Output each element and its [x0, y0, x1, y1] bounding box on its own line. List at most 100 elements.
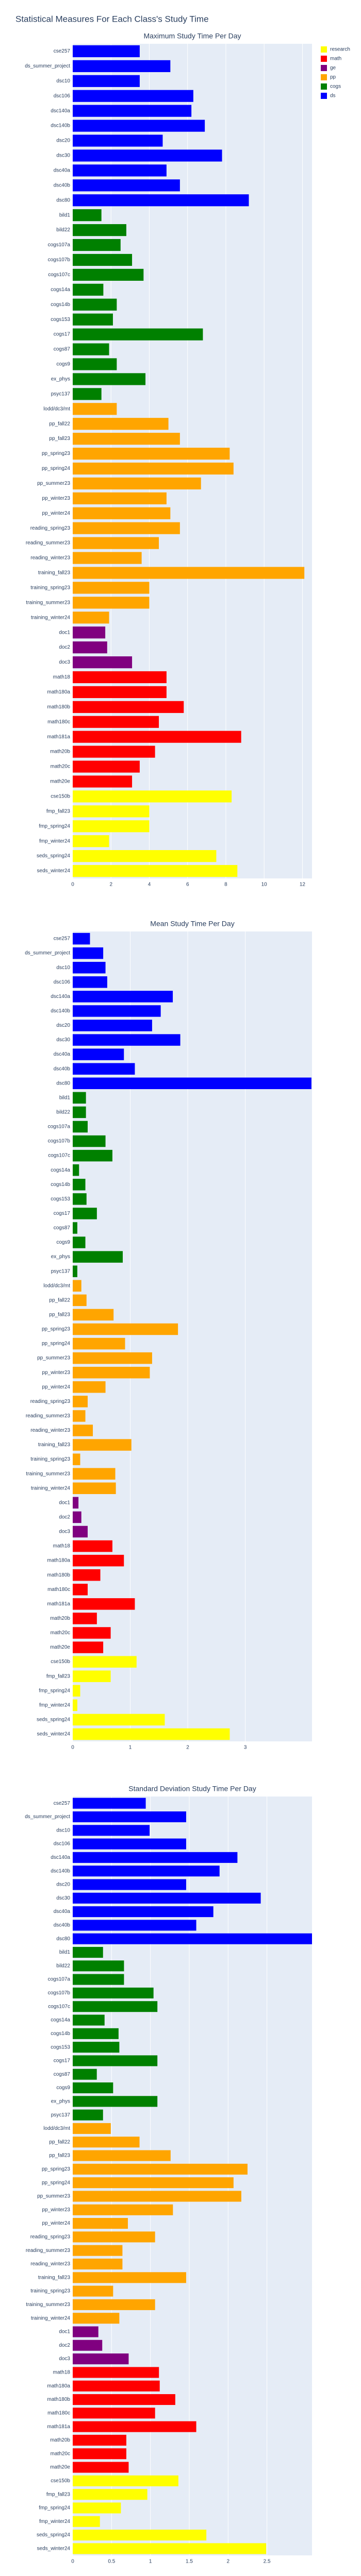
- y-tick-label: cogs14b: [51, 2031, 70, 2037]
- bar: [73, 2204, 173, 2215]
- y-tick-label: math180c: [47, 719, 70, 725]
- bar: [73, 567, 305, 579]
- bar: [73, 2530, 207, 2541]
- y-tick-label: training_winter24: [31, 1485, 71, 1491]
- y-tick-label: training_fall23: [38, 2275, 71, 2280]
- y-tick-label: pp_fall23: [49, 436, 70, 442]
- x-tick-label: 2: [109, 882, 112, 888]
- y-tick-label: cogs153: [51, 317, 70, 323]
- bar: [73, 626, 106, 639]
- x-tick-label: 1.5: [186, 2559, 193, 2565]
- bar: [73, 388, 102, 400]
- bar: [73, 612, 109, 624]
- bar: [73, 2177, 234, 2189]
- bar: [73, 1034, 180, 1046]
- bar: [73, 1598, 135, 1610]
- bar: [73, 1906, 214, 1918]
- bar: [73, 1179, 86, 1191]
- y-tick-label: cogs14b: [51, 1182, 70, 1188]
- bar: [73, 194, 249, 207]
- bar: [73, 582, 150, 594]
- legend-label: ds: [330, 93, 336, 99]
- y-tick-label: dsc30: [56, 1895, 70, 1901]
- x-tick-label: 1: [129, 1745, 132, 1751]
- bar: [73, 1825, 150, 1836]
- y-tick-label: seds_spring24: [37, 853, 70, 859]
- y-tick-label: doc1: [59, 630, 70, 635]
- bar: [73, 2191, 241, 2202]
- bar: [73, 933, 90, 945]
- bar: [73, 1410, 86, 1422]
- bar: [73, 2150, 171, 2161]
- y-tick-label: bild1: [59, 1095, 71, 1100]
- y-tick-label: cogs17: [54, 332, 71, 337]
- y-tick-label: dsc80: [56, 1936, 70, 1942]
- bar: [73, 239, 121, 251]
- y-tick-label: pp_spring24: [42, 466, 70, 471]
- bar: [73, 2163, 248, 2175]
- y-tick-label: math181a: [47, 2424, 71, 2430]
- chart-title: Maximum Study Time Per Day: [143, 32, 241, 40]
- bar: [73, 775, 133, 788]
- bar: [73, 1468, 116, 1480]
- y-tick-label: doc1: [59, 1500, 70, 1505]
- y-tick-label: cogs14a: [51, 2018, 70, 2023]
- bar: [73, 1164, 79, 1176]
- bar: [73, 2408, 155, 2419]
- bar: [73, 209, 102, 222]
- bar: [73, 2028, 119, 2039]
- y-tick-label: math18: [53, 674, 71, 680]
- bar: [73, 224, 126, 236]
- y-tick-label: fmp_winter24: [39, 2519, 70, 2524]
- bar: [73, 2421, 196, 2432]
- bar: [73, 1352, 152, 1364]
- y-tick-label: seds_winter24: [37, 2546, 71, 2551]
- y-tick-label: training_fall23: [38, 1442, 71, 1448]
- x-tick-label: 1: [149, 2559, 152, 2565]
- bar: [73, 179, 180, 192]
- chart-title: Standard Deviation Study Time Per Day: [128, 1785, 256, 1793]
- y-tick-label: dsc10: [56, 1827, 70, 1833]
- bar: [73, 90, 193, 102]
- bar: [73, 2448, 126, 2460]
- y-tick-label: dsc106: [54, 93, 71, 99]
- y-tick-label: reading_winter23: [30, 1428, 70, 1433]
- y-tick-label: fmp_spring24: [39, 1688, 70, 1693]
- bar: [73, 2394, 175, 2405]
- x-tick-label: 0: [71, 882, 74, 888]
- y-tick-label: pp_winter23: [42, 496, 71, 501]
- bar: [73, 2299, 155, 2310]
- bar: [73, 2543, 267, 2554]
- bar: [73, 656, 133, 669]
- legend-label: ge: [330, 65, 336, 71]
- y-tick-label: ex_phys: [51, 2098, 70, 2104]
- bar: [73, 2258, 123, 2269]
- y-tick-label: cogs107a: [48, 1977, 71, 1982]
- bar: [73, 671, 167, 684]
- y-tick-label: lodd/dc3/mt: [43, 406, 70, 412]
- x-tick-label: 12: [300, 882, 306, 888]
- bar: [73, 745, 155, 758]
- bar: [73, 358, 117, 370]
- bar: [73, 820, 150, 833]
- bar: [73, 522, 180, 534]
- y-tick-label: psyc137: [51, 2112, 71, 2118]
- bar: [73, 2082, 113, 2094]
- bar: [73, 2313, 120, 2324]
- bar: [73, 298, 117, 311]
- y-tick-label: training_summer23: [26, 2302, 70, 2308]
- bar: [73, 2272, 186, 2283]
- y-tick-label: cogs17: [54, 2058, 71, 2064]
- y-tick-label: math20e: [50, 1645, 70, 1650]
- bar: [73, 283, 104, 296]
- legend-label: cogs: [330, 84, 341, 90]
- bar: [73, 1280, 81, 1292]
- y-tick-label: bild22: [56, 227, 70, 233]
- y-tick-label: math180c: [47, 1587, 70, 1592]
- y-tick-label: cse150b: [51, 1659, 70, 1665]
- bar: [73, 1337, 125, 1350]
- x-tick-label: 0: [71, 2559, 74, 2565]
- y-tick-label: cogs9: [56, 2085, 70, 2091]
- y-tick-label: cogs14a: [51, 287, 70, 293]
